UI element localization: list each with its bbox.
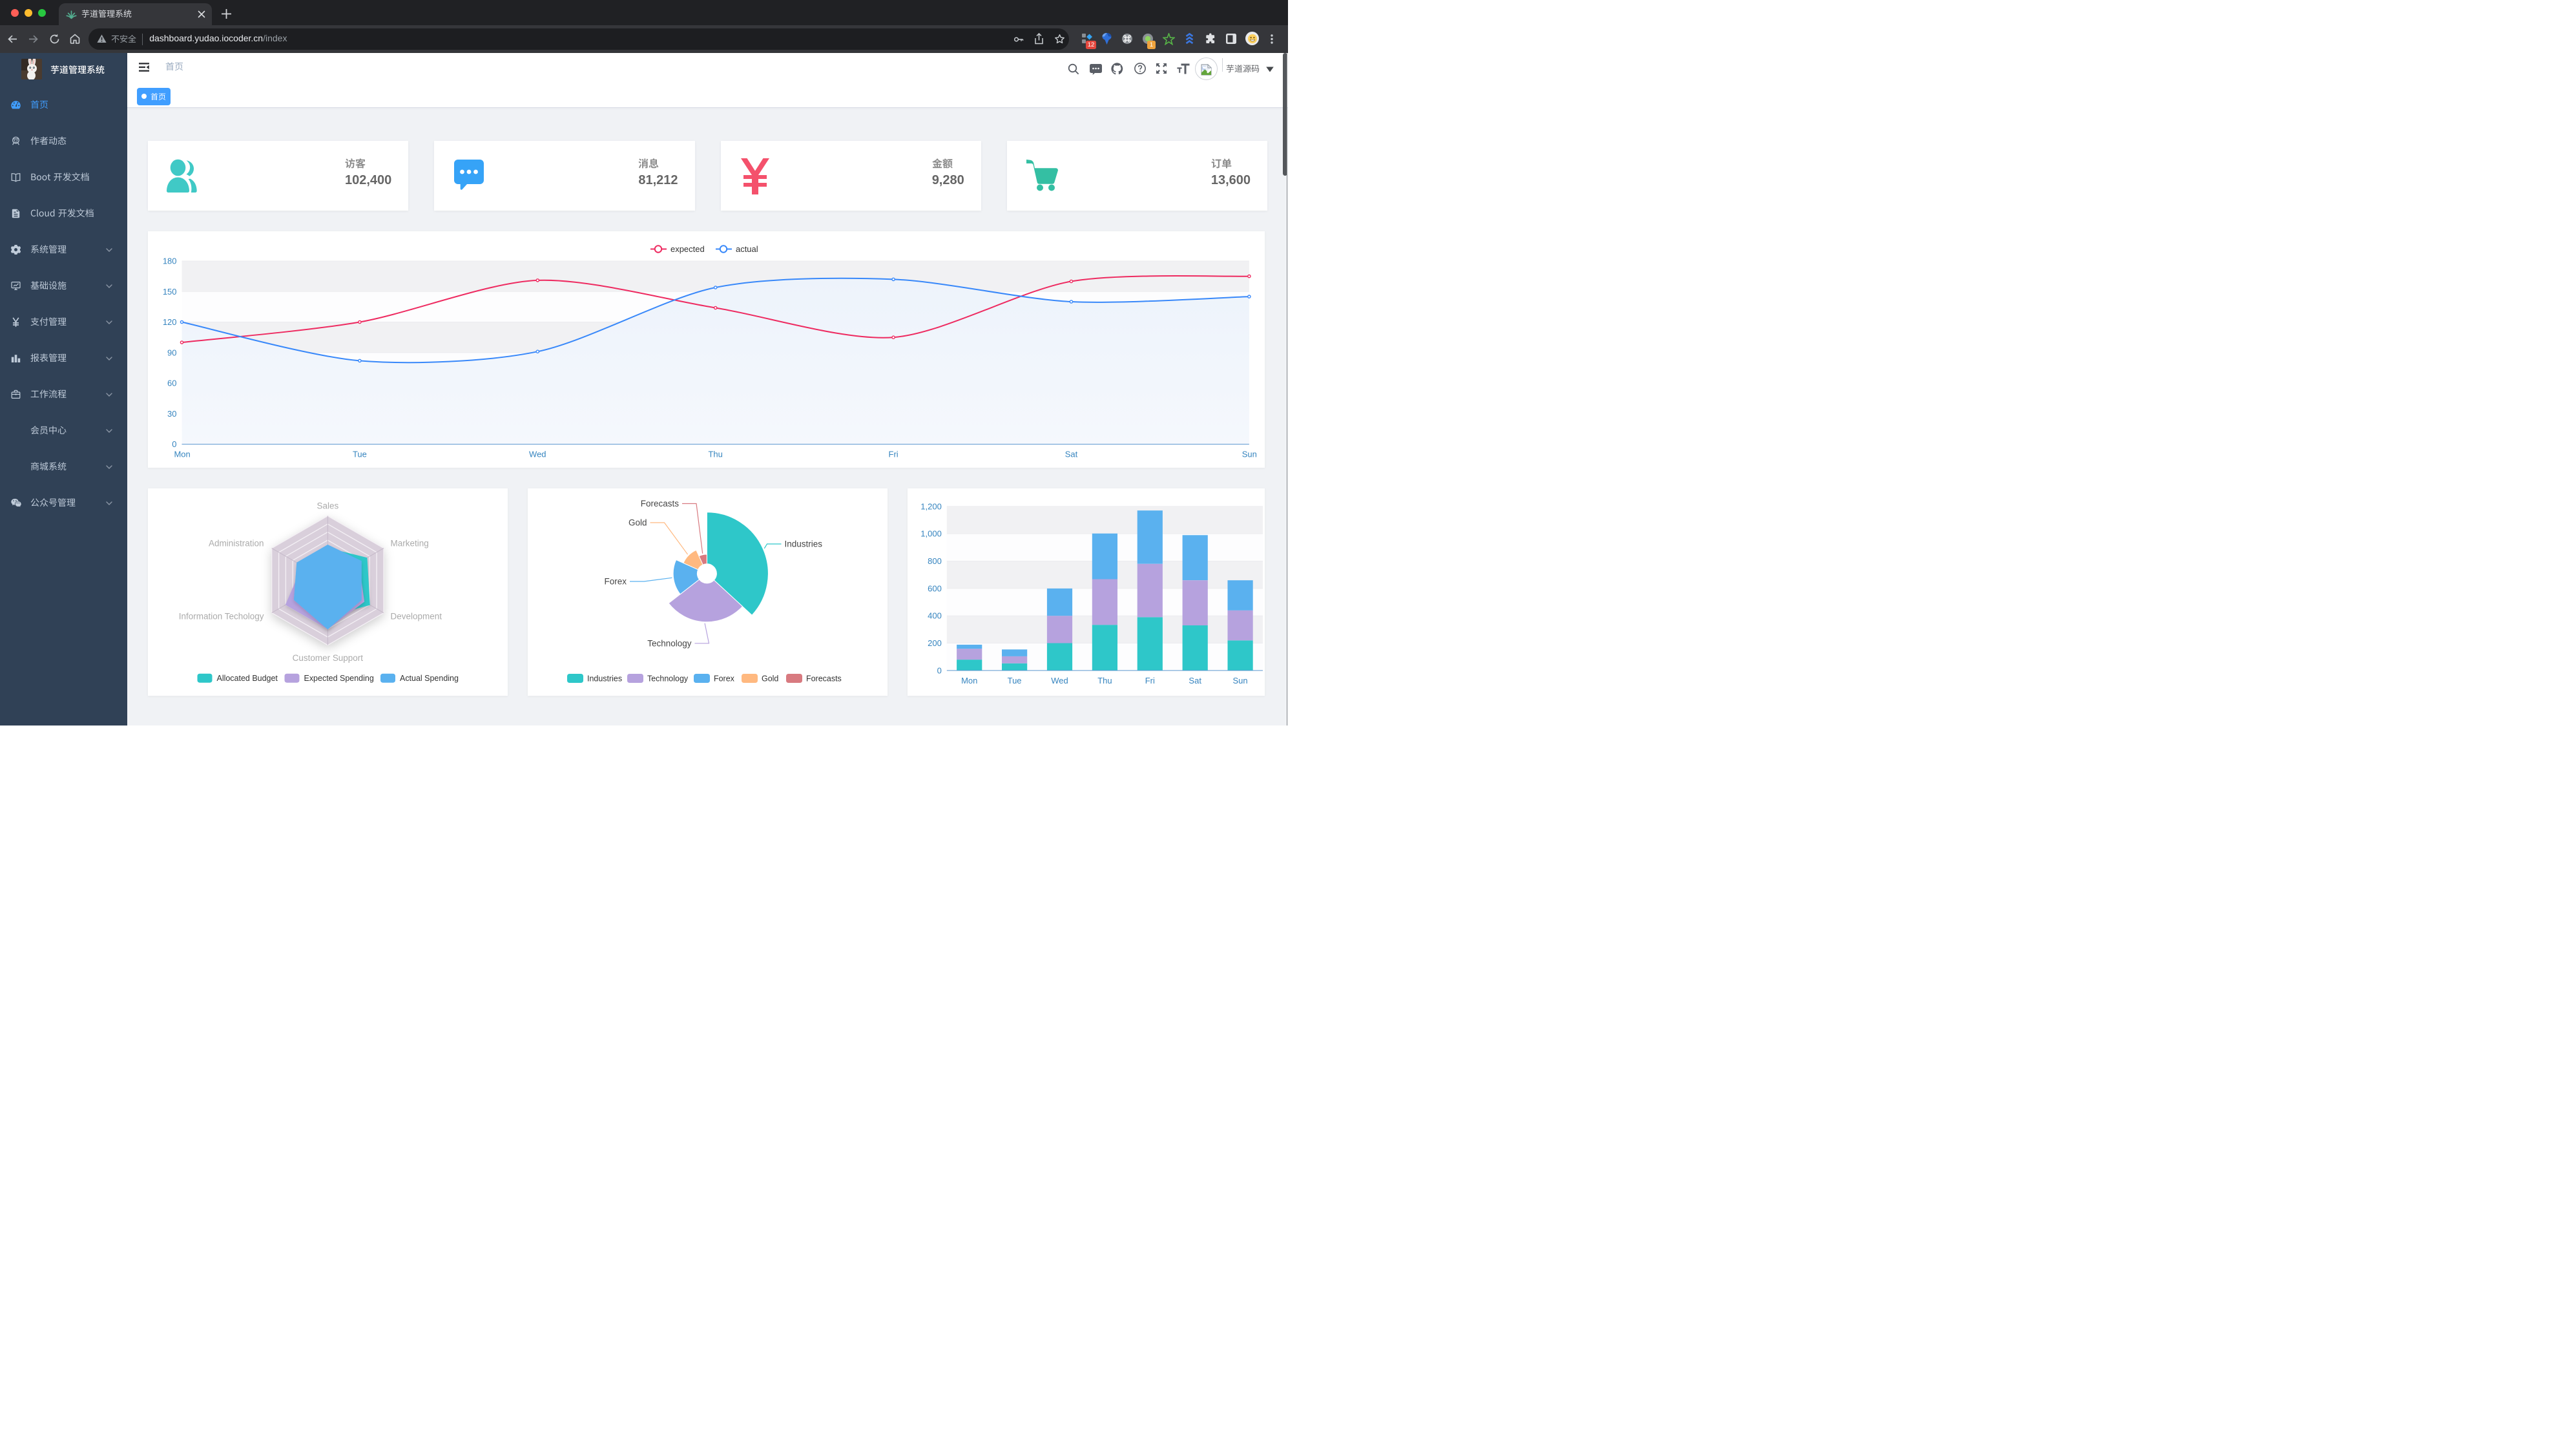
svg-text:Wed: Wed	[1051, 676, 1068, 685]
svg-text:Development: Development	[390, 611, 442, 621]
svg-text:expected: expected	[670, 244, 704, 254]
svg-text:Sat: Sat	[1189, 676, 1201, 685]
svg-text:Administration: Administration	[209, 538, 264, 548]
svg-text:0: 0	[937, 665, 942, 675]
svg-text:Information Techology: Information Techology	[178, 611, 264, 621]
svg-text:Sun: Sun	[1233, 676, 1248, 685]
svg-text:Forex: Forex	[604, 576, 627, 586]
svg-text:120: 120	[162, 317, 176, 327]
svg-text:actual: actual	[735, 244, 758, 254]
svg-text:Forecasts: Forecasts	[805, 674, 841, 683]
svg-text:Marketing: Marketing	[390, 538, 428, 548]
svg-text:1,000: 1,000	[920, 529, 942, 539]
svg-text:Expected Spending: Expected Spending	[304, 674, 373, 683]
svg-text:1,200: 1,200	[920, 501, 942, 511]
svg-text:Industries: Industries	[587, 674, 622, 683]
svg-text:Mon: Mon	[174, 450, 190, 459]
svg-text:150: 150	[162, 287, 176, 297]
svg-text:Allocated Budget: Allocated Budget	[216, 674, 278, 683]
svg-text:Wed: Wed	[529, 450, 546, 459]
svg-text:Gold: Gold	[628, 517, 647, 527]
svg-text:Technology: Technology	[647, 638, 691, 648]
svg-text:Thu: Thu	[708, 450, 722, 459]
svg-text:Thu: Thu	[1097, 676, 1112, 685]
svg-text:Forex: Forex	[713, 674, 734, 683]
svg-text:30: 30	[167, 409, 176, 419]
svg-text:600: 600	[928, 583, 942, 593]
svg-text:800: 800	[928, 556, 942, 566]
svg-text:0: 0	[172, 439, 176, 449]
svg-text:Tue: Tue	[1008, 676, 1022, 685]
svg-text:Sun: Sun	[1241, 450, 1256, 459]
svg-text:Forecasts: Forecasts	[640, 499, 678, 508]
svg-text:200: 200	[928, 638, 942, 648]
svg-text:Gold: Gold	[761, 674, 778, 683]
svg-text:Industries: Industries	[784, 539, 822, 548]
svg-text:400: 400	[928, 611, 942, 621]
svg-text:60: 60	[167, 379, 176, 388]
svg-text:Technology: Technology	[647, 674, 689, 683]
svg-text:Tue: Tue	[352, 450, 366, 459]
svg-text:Actual Spending: Actual Spending	[399, 674, 458, 683]
svg-text:90: 90	[167, 348, 176, 357]
svg-text:Fri: Fri	[888, 450, 898, 459]
svg-text:Mon: Mon	[961, 676, 977, 685]
svg-text:Fri: Fri	[1145, 676, 1155, 685]
svg-text:Sat: Sat	[1065, 450, 1077, 459]
svg-text:Sales: Sales	[317, 501, 338, 510]
svg-text:Customer Support: Customer Support	[292, 653, 363, 663]
svg-text:180: 180	[162, 256, 176, 266]
